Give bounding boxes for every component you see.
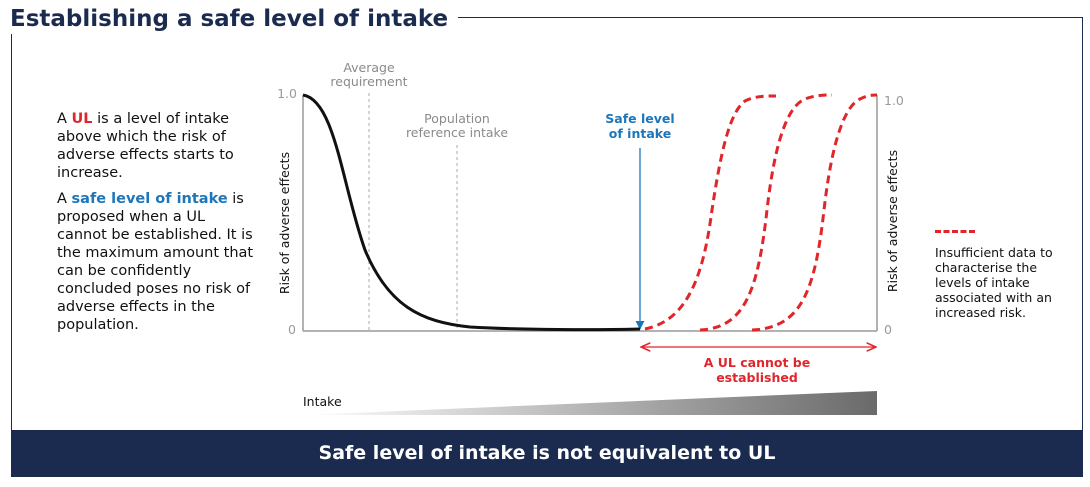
average-requirement-label-2: requirement [330, 74, 407, 89]
safe-level-term: safe level of intake [71, 191, 228, 207]
risk-curve [302, 93, 641, 332]
ul-range-label-2: established [716, 370, 798, 385]
left-y-bottom-label: 0 [288, 322, 296, 337]
dashed-curve-2 [699, 93, 833, 332]
population-reference-label-1: Population [424, 111, 490, 126]
risk-diagram: Risk of adverse effects Risk of adverse … [277, 60, 904, 415]
safe-level-label-2: of intake [609, 126, 671, 141]
ul-term: UL [71, 111, 93, 127]
right-y-axis-label: Risk of adverse effects [885, 150, 900, 292]
safe-level-definition: A safe level of intake is proposed when … [57, 191, 254, 333]
ul-definition: A UL is a level of intake above which th… [57, 111, 234, 181]
intake-label: Intake [303, 394, 342, 409]
explanation-text: A UL is a level of intake above which th… [57, 110, 257, 342]
left-y-axis-label: Risk of adverse effects [277, 152, 292, 294]
left-y-top-label: 1.0 [277, 86, 297, 101]
dashed-curve-3 [751, 93, 878, 332]
right-y-bottom-label: 0 [884, 322, 892, 337]
population-reference-label-2: reference intake [406, 125, 508, 140]
dashed-curve-1 [644, 94, 777, 331]
legend: Insufficient data to characterise the le… [935, 230, 1065, 320]
page-title: Establishing a safe level of intake [6, 4, 459, 34]
bottom-banner: Safe level of intake is not equivalent t… [11, 430, 1083, 477]
legend-text: Insufficient data to characterise the le… [935, 245, 1053, 320]
average-requirement-label-1: Average [343, 60, 395, 75]
ul-range-label-1: A UL cannot be [704, 355, 810, 370]
intake-gradient-wedge [303, 391, 877, 415]
legend-dashed-line [935, 230, 975, 233]
right-y-top-label: 1.0 [884, 93, 904, 108]
safe-level-label-1: Safe level [605, 111, 674, 126]
